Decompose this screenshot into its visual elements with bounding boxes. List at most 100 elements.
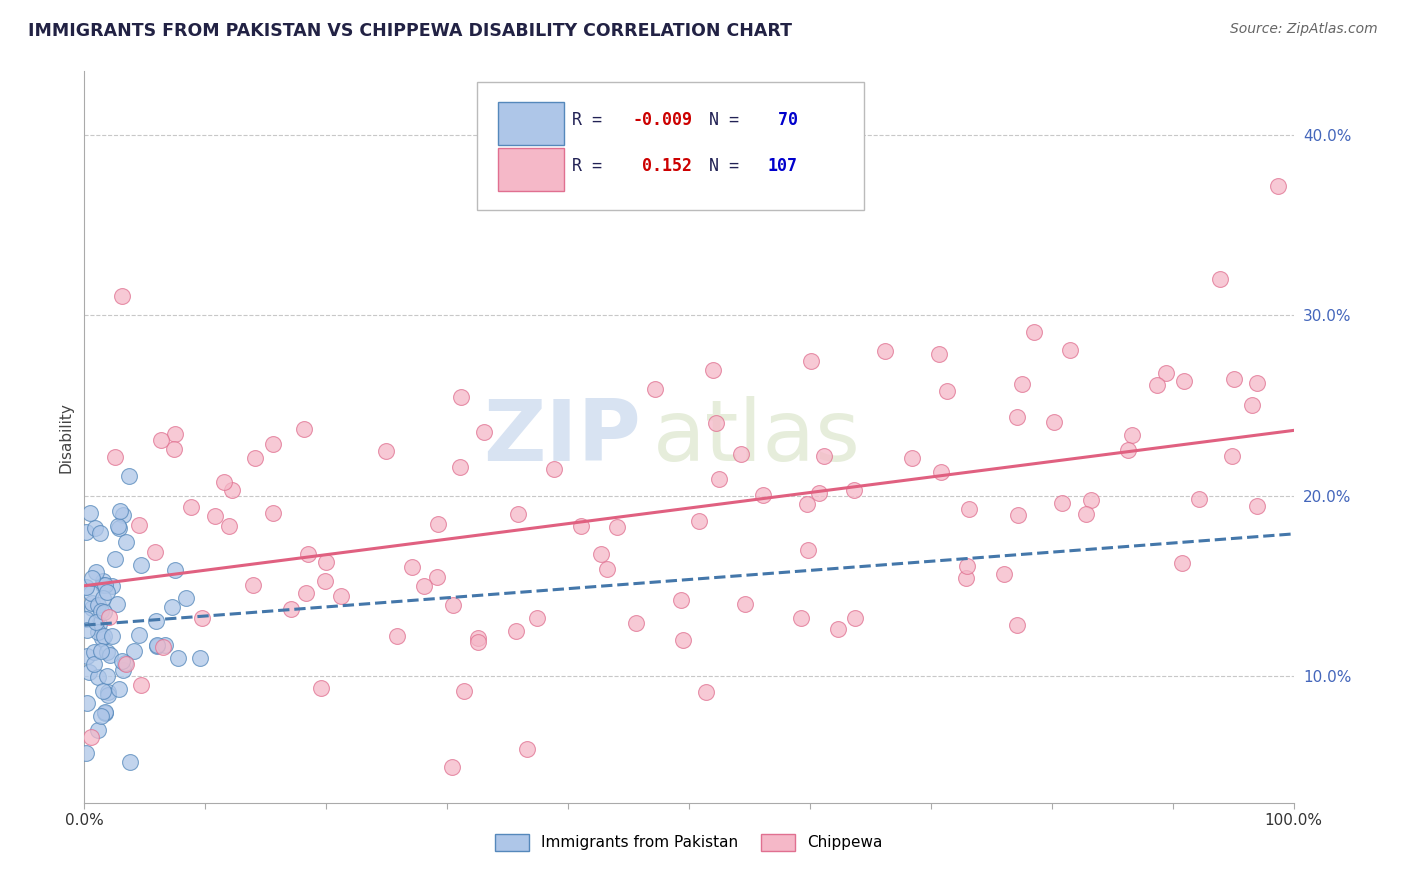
Point bbox=[1209, 272, 1232, 286]
Point bbox=[543, 462, 565, 476]
Point bbox=[875, 344, 897, 359]
Point bbox=[450, 390, 472, 404]
Point bbox=[993, 566, 1015, 581]
Point bbox=[929, 465, 952, 479]
Point bbox=[155, 638, 177, 652]
Point bbox=[104, 450, 127, 464]
FancyBboxPatch shape bbox=[478, 82, 865, 211]
Point bbox=[449, 460, 471, 475]
Point bbox=[695, 685, 717, 699]
Point bbox=[77, 665, 100, 679]
Point bbox=[84, 565, 107, 579]
Point bbox=[91, 683, 114, 698]
Point bbox=[734, 597, 756, 611]
Point bbox=[115, 657, 138, 671]
Point bbox=[569, 519, 592, 533]
Point bbox=[110, 504, 132, 518]
Point bbox=[813, 449, 835, 463]
Point bbox=[96, 668, 118, 682]
Point bbox=[87, 616, 110, 631]
Point bbox=[959, 501, 981, 516]
Point bbox=[330, 590, 353, 604]
Point bbox=[83, 657, 105, 671]
Point bbox=[91, 591, 114, 605]
Point bbox=[96, 585, 118, 599]
Point bbox=[111, 654, 134, 668]
Point bbox=[1050, 496, 1073, 510]
Point bbox=[842, 483, 865, 497]
Point bbox=[114, 656, 136, 670]
Point bbox=[115, 535, 138, 549]
Text: R =: R = bbox=[572, 158, 612, 176]
Text: atlas: atlas bbox=[652, 395, 860, 479]
Point bbox=[1246, 499, 1268, 513]
Point bbox=[98, 648, 121, 662]
Point bbox=[789, 611, 811, 625]
Text: 70: 70 bbox=[768, 112, 797, 129]
Point bbox=[314, 574, 336, 589]
Point bbox=[104, 551, 127, 566]
Point bbox=[145, 614, 167, 628]
Point bbox=[752, 488, 775, 502]
Text: R =: R = bbox=[572, 112, 612, 129]
Point bbox=[117, 469, 139, 483]
Point bbox=[1076, 507, 1098, 521]
Point bbox=[98, 609, 121, 624]
Point bbox=[467, 632, 489, 646]
Point bbox=[262, 437, 284, 451]
Point bbox=[516, 741, 538, 756]
Point bbox=[1043, 415, 1066, 429]
Point bbox=[453, 684, 475, 698]
Point bbox=[87, 723, 110, 738]
Point bbox=[214, 475, 236, 490]
Point bbox=[441, 599, 464, 613]
Point bbox=[131, 558, 153, 573]
Point bbox=[844, 611, 866, 625]
Point bbox=[1005, 617, 1028, 632]
Y-axis label: Disability: Disability bbox=[58, 401, 73, 473]
Point bbox=[1116, 443, 1139, 458]
Point bbox=[425, 570, 447, 584]
Point bbox=[87, 625, 110, 640]
Point bbox=[1121, 428, 1143, 442]
Point bbox=[467, 635, 489, 649]
Point bbox=[93, 578, 115, 592]
FancyBboxPatch shape bbox=[498, 148, 564, 191]
Text: N =: N = bbox=[710, 158, 749, 176]
Point bbox=[76, 696, 98, 710]
Point bbox=[1022, 325, 1045, 339]
Text: ZIP: ZIP bbox=[482, 395, 641, 479]
Point bbox=[243, 451, 266, 466]
Point bbox=[624, 616, 647, 631]
Point bbox=[1223, 372, 1246, 386]
Point bbox=[218, 519, 240, 533]
Point bbox=[374, 443, 396, 458]
Point bbox=[315, 555, 337, 569]
Point bbox=[75, 525, 97, 540]
Point bbox=[505, 624, 527, 638]
Point bbox=[94, 578, 117, 592]
Point bbox=[108, 682, 131, 697]
Point bbox=[191, 611, 214, 625]
Point bbox=[1220, 450, 1243, 464]
Point bbox=[167, 651, 190, 665]
Point bbox=[807, 486, 830, 500]
Point bbox=[90, 604, 112, 618]
Point bbox=[89, 526, 111, 541]
Point bbox=[96, 645, 118, 659]
Point bbox=[1267, 178, 1289, 193]
Point bbox=[160, 599, 183, 614]
Point bbox=[526, 611, 548, 625]
Point bbox=[595, 562, 617, 576]
Point bbox=[94, 705, 117, 719]
Point bbox=[1240, 397, 1263, 411]
Text: 0.152: 0.152 bbox=[633, 158, 692, 176]
Point bbox=[800, 354, 823, 368]
Point bbox=[105, 598, 128, 612]
Point bbox=[90, 631, 112, 645]
Point bbox=[1173, 374, 1195, 388]
Point bbox=[180, 500, 202, 514]
Point bbox=[311, 681, 333, 696]
Point bbox=[1246, 376, 1268, 391]
Point bbox=[474, 425, 496, 439]
